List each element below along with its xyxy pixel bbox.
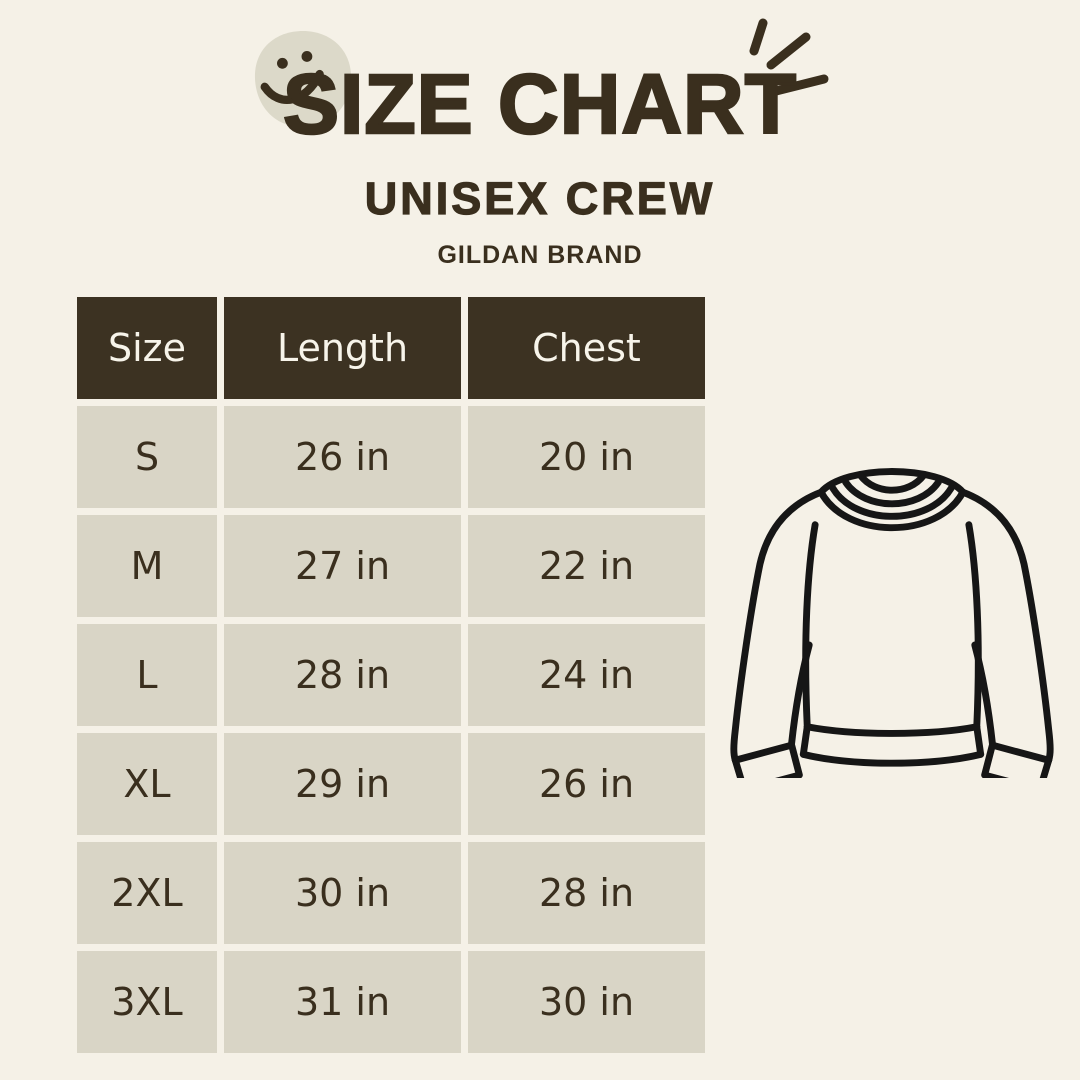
page-title: SIZE CHART bbox=[282, 57, 798, 151]
cell-size: L bbox=[77, 624, 217, 726]
column-header-length: Length bbox=[224, 297, 461, 399]
crewneck-sweatshirt-icon bbox=[730, 468, 1054, 778]
smiley-face-icon bbox=[254, 30, 352, 128]
cell-length: 31 in bbox=[224, 951, 461, 1053]
cell-chest: 30 in bbox=[468, 951, 705, 1053]
column-header-size: Size bbox=[77, 297, 217, 399]
cell-chest: 22 in bbox=[468, 515, 705, 617]
cell-size: M bbox=[77, 515, 217, 617]
cell-length: 30 in bbox=[224, 842, 461, 944]
cell-length: 26 in bbox=[224, 406, 461, 508]
cell-size: 2XL bbox=[77, 842, 217, 944]
page-subtitle: UNISEX CREW bbox=[364, 173, 716, 224]
brand-note: GILDAN BRAND bbox=[437, 241, 643, 269]
column-header-chest: Chest bbox=[468, 297, 705, 399]
cell-chest: 24 in bbox=[468, 624, 705, 726]
size-table: Size Length Chest S 26 in 20 in M 27 in … bbox=[77, 297, 705, 1053]
cell-length: 28 in bbox=[224, 624, 461, 726]
cell-size: 3XL bbox=[77, 951, 217, 1053]
cell-chest: 26 in bbox=[468, 733, 705, 835]
cell-chest: 28 in bbox=[468, 842, 705, 944]
cell-length: 29 in bbox=[224, 733, 461, 835]
cell-size: XL bbox=[77, 733, 217, 835]
cell-chest: 20 in bbox=[468, 406, 705, 508]
emphasis-dashes-icon bbox=[749, 18, 829, 96]
cell-length: 27 in bbox=[224, 515, 461, 617]
cell-size: S bbox=[77, 406, 217, 508]
